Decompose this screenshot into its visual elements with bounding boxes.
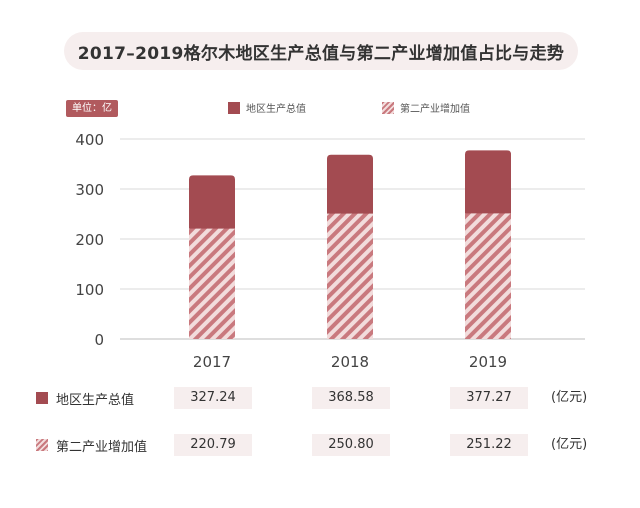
x-tick-label: 2019	[469, 353, 507, 371]
value-cell: 250.80	[312, 434, 390, 456]
y-tick-label: 100	[75, 281, 104, 299]
value-cell: 368.58	[312, 387, 390, 409]
legend-swatch-hatched	[382, 101, 394, 114]
legend-label-second: 第二产业增加值	[400, 104, 470, 115]
row-label-second: 第二产业增加值	[56, 439, 148, 455]
value-cell: 327.24	[174, 387, 252, 409]
x-tick-label: 2018	[331, 353, 369, 371]
x-tick-label: 2017	[193, 353, 231, 371]
value-cell: 220.79	[174, 434, 252, 456]
row-label-total: 地区生产总值	[56, 392, 135, 408]
bar-second-industry	[327, 213, 373, 339]
unit-label: (亿元)	[551, 390, 588, 405]
value-cell: 251.22	[450, 434, 528, 456]
y-axis: 0 100 200 300 400	[75, 131, 104, 349]
legend-label-total: 地区生产总值	[246, 104, 306, 115]
row-swatch-hatched	[36, 439, 48, 451]
y-tick-label: 400	[75, 131, 104, 149]
bars	[189, 150, 511, 339]
row-swatch-solid	[36, 392, 48, 404]
bar-second-industry	[465, 213, 511, 339]
x-axis: 2017 2018 2019	[193, 353, 507, 371]
value-cell: 377.27	[450, 387, 528, 409]
y-tick-label: 300	[75, 181, 104, 199]
legend-item-second: 第二产业增加值	[382, 100, 470, 115]
table-row-second: 第二产业增加值 220.79 250.80 251.22 (亿元)	[36, 434, 616, 456]
unit-badge: 单位：亿	[66, 100, 118, 117]
legend-item-total: 地区生产总值	[228, 100, 306, 115]
chart-title: 2017–2019格尔木地区生产总值与第二产业增加值占比与走势	[64, 32, 578, 70]
y-tick-label: 200	[75, 231, 104, 249]
legend-swatch-solid	[228, 101, 240, 114]
y-tick-label: 0	[94, 331, 104, 349]
bar-second-industry	[189, 228, 235, 339]
unit-label: (亿元)	[551, 437, 588, 452]
table-row-total: 地区生产总值 327.24 368.58 377.27 (亿元)	[36, 387, 616, 409]
